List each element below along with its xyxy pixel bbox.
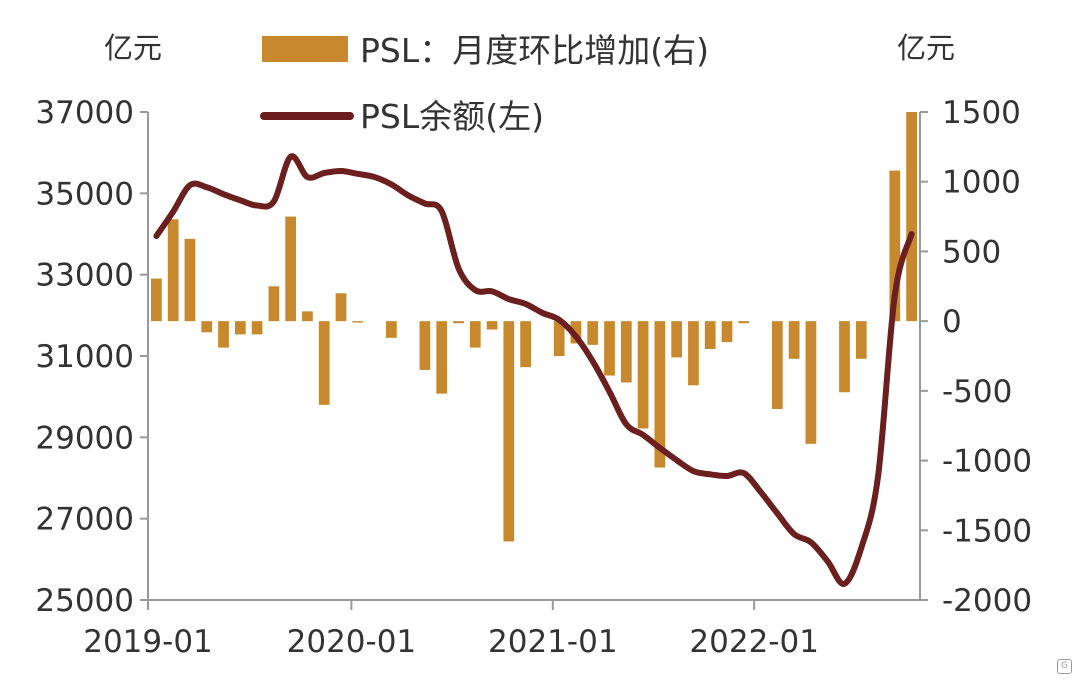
left-tick-label: 31000 xyxy=(35,339,134,375)
bar xyxy=(167,219,179,322)
bar xyxy=(688,321,699,386)
left-tick-label: 35000 xyxy=(35,176,134,212)
bar xyxy=(251,321,263,335)
bar xyxy=(704,321,716,350)
bar xyxy=(436,321,448,394)
x-tick-label: 2020-01 xyxy=(287,624,417,660)
legend-line-label: PSL余额(左) xyxy=(360,97,544,136)
left-axis-ticks: 37000 35000 33000 31000 29000 27000 25000 xyxy=(35,95,134,619)
left-tick-label: 29000 xyxy=(35,420,134,456)
bar xyxy=(453,321,464,324)
bar xyxy=(335,293,347,322)
watermark: G xyxy=(1057,659,1072,674)
right-tick-label: 500 xyxy=(942,234,1001,270)
bar xyxy=(520,321,531,368)
bar xyxy=(604,321,615,376)
bar xyxy=(839,321,850,393)
right-axis-ticks: 1500 1000 500 0 -500 -1000 -1500 -2000 xyxy=(942,95,1032,619)
bar xyxy=(503,321,515,542)
bar xyxy=(620,321,632,383)
bar xyxy=(771,321,783,409)
bar xyxy=(385,321,397,338)
x-axis-ticks: 2019-01 2020-01 2021-01 2022-01 xyxy=(83,624,819,660)
left-axis-unit: 亿元 xyxy=(104,31,162,65)
bar xyxy=(419,321,431,370)
bar xyxy=(151,278,162,322)
bar xyxy=(352,321,364,323)
right-axis-unit: 亿元 xyxy=(897,31,955,65)
bar xyxy=(218,321,229,348)
bar xyxy=(469,321,481,348)
bar-series xyxy=(151,112,917,542)
bar xyxy=(553,321,565,356)
right-tick-label: 1000 xyxy=(942,165,1021,201)
bar xyxy=(201,321,213,333)
bar xyxy=(302,311,313,322)
right-tick-label: -1000 xyxy=(942,444,1032,480)
x-tick-label: 2021-01 xyxy=(488,624,618,660)
bar xyxy=(234,321,246,335)
right-tick-label: -500 xyxy=(942,374,1012,410)
right-tick-label: 0 xyxy=(942,304,962,340)
right-tick-label: -2000 xyxy=(942,583,1032,619)
legend-bar-label: PSL：月度环比增加(右) xyxy=(360,31,709,70)
right-tick-label: -1500 xyxy=(942,513,1032,549)
line-series xyxy=(153,153,915,587)
bar xyxy=(268,286,280,322)
bar xyxy=(906,112,917,322)
bar xyxy=(738,321,750,324)
bar xyxy=(184,238,196,322)
left-tick-label: 33000 xyxy=(35,258,134,294)
bar xyxy=(721,321,733,343)
x-tick-label: 2019-01 xyxy=(83,624,213,660)
axes xyxy=(140,111,928,610)
legend: PSL：月度环比增加(右) PSL余额(左) xyxy=(260,31,709,136)
left-tick-label: 27000 xyxy=(35,502,134,538)
bar xyxy=(285,216,297,322)
bar xyxy=(889,170,901,322)
bar xyxy=(788,321,800,359)
balance-line xyxy=(153,153,915,587)
bar xyxy=(486,321,498,330)
left-tick-label: 25000 xyxy=(35,583,134,619)
legend-bar-swatch xyxy=(262,36,348,62)
bar xyxy=(637,321,649,429)
bar xyxy=(671,321,683,358)
left-tick-label: 37000 xyxy=(35,95,134,131)
x-tick-label: 2022-01 xyxy=(689,624,819,660)
bar xyxy=(654,321,666,468)
watermark-icon: G xyxy=(1057,659,1072,674)
right-tick-label: 1500 xyxy=(942,95,1021,131)
bar xyxy=(587,321,599,345)
bar xyxy=(805,321,817,444)
bar xyxy=(855,321,867,359)
bar xyxy=(318,321,330,405)
